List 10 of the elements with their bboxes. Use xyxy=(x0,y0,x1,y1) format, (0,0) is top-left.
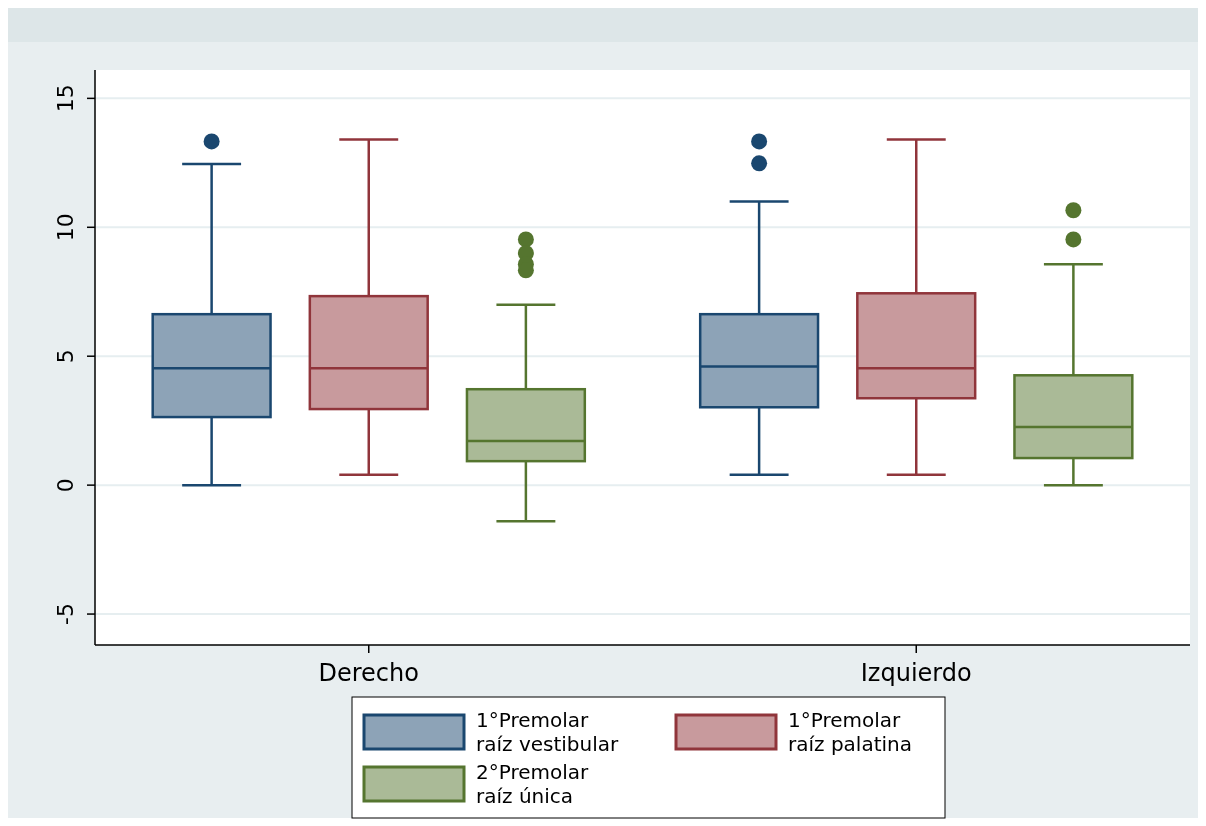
y-tick-label: 0 xyxy=(53,478,78,493)
x-tick-label: Derecho xyxy=(318,659,419,687)
y-tick-label: -5 xyxy=(53,603,78,626)
legend-label: 2°Premolar raíz única xyxy=(476,760,590,808)
y-tick-label: 10 xyxy=(53,213,78,242)
legend-label: 1°Premolar raíz palatina xyxy=(788,708,912,756)
legend-label: 1°Premolar raíz vestibular xyxy=(476,708,620,756)
y-tick-label: 15 xyxy=(53,84,78,113)
x-tick-label: Izquierdo xyxy=(860,659,972,687)
y-tick-label: 5 xyxy=(53,349,78,364)
